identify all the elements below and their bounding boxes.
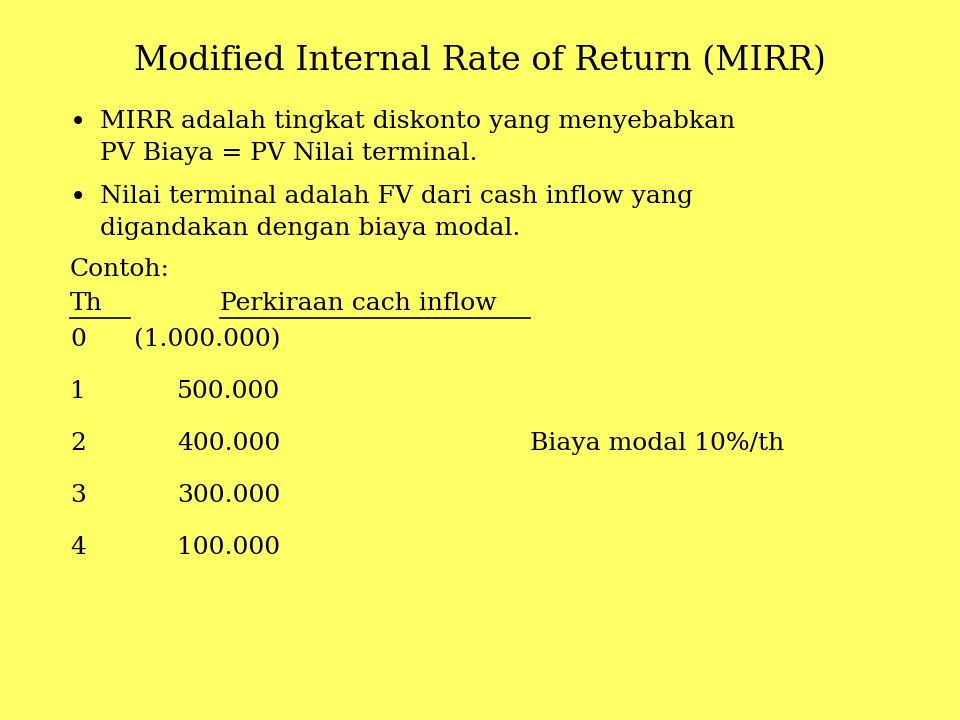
Text: 2: 2 bbox=[70, 432, 85, 455]
Text: 500.000: 500.000 bbox=[177, 380, 280, 403]
Text: Modified Internal Rate of Return (MIRR): Modified Internal Rate of Return (MIRR) bbox=[134, 45, 826, 77]
Text: (1.000.000): (1.000.000) bbox=[133, 328, 280, 351]
Text: 1: 1 bbox=[70, 380, 85, 403]
Text: Perkiraan cach inflow: Perkiraan cach inflow bbox=[220, 292, 496, 315]
Text: Contoh:: Contoh: bbox=[70, 258, 170, 281]
Text: Th: Th bbox=[70, 292, 103, 315]
Text: •: • bbox=[70, 185, 86, 212]
Text: 100.000: 100.000 bbox=[177, 536, 280, 559]
Text: Biaya modal 10%/th: Biaya modal 10%/th bbox=[530, 432, 784, 455]
Text: •: • bbox=[70, 110, 86, 137]
Text: Nilai terminal adalah FV dari cash inflow yang: Nilai terminal adalah FV dari cash inflo… bbox=[100, 185, 693, 208]
Text: 4: 4 bbox=[70, 536, 85, 559]
Text: digandakan dengan biaya modal.: digandakan dengan biaya modal. bbox=[100, 217, 520, 240]
Text: 0: 0 bbox=[70, 328, 85, 351]
Text: 3: 3 bbox=[70, 484, 85, 507]
Text: MIRR adalah tingkat diskonto yang menyebabkan: MIRR adalah tingkat diskonto yang menyeb… bbox=[100, 110, 735, 133]
Text: PV Biaya = PV Nilai terminal.: PV Biaya = PV Nilai terminal. bbox=[100, 142, 477, 165]
Text: 300.000: 300.000 bbox=[177, 484, 280, 507]
Text: 400.000: 400.000 bbox=[177, 432, 280, 455]
